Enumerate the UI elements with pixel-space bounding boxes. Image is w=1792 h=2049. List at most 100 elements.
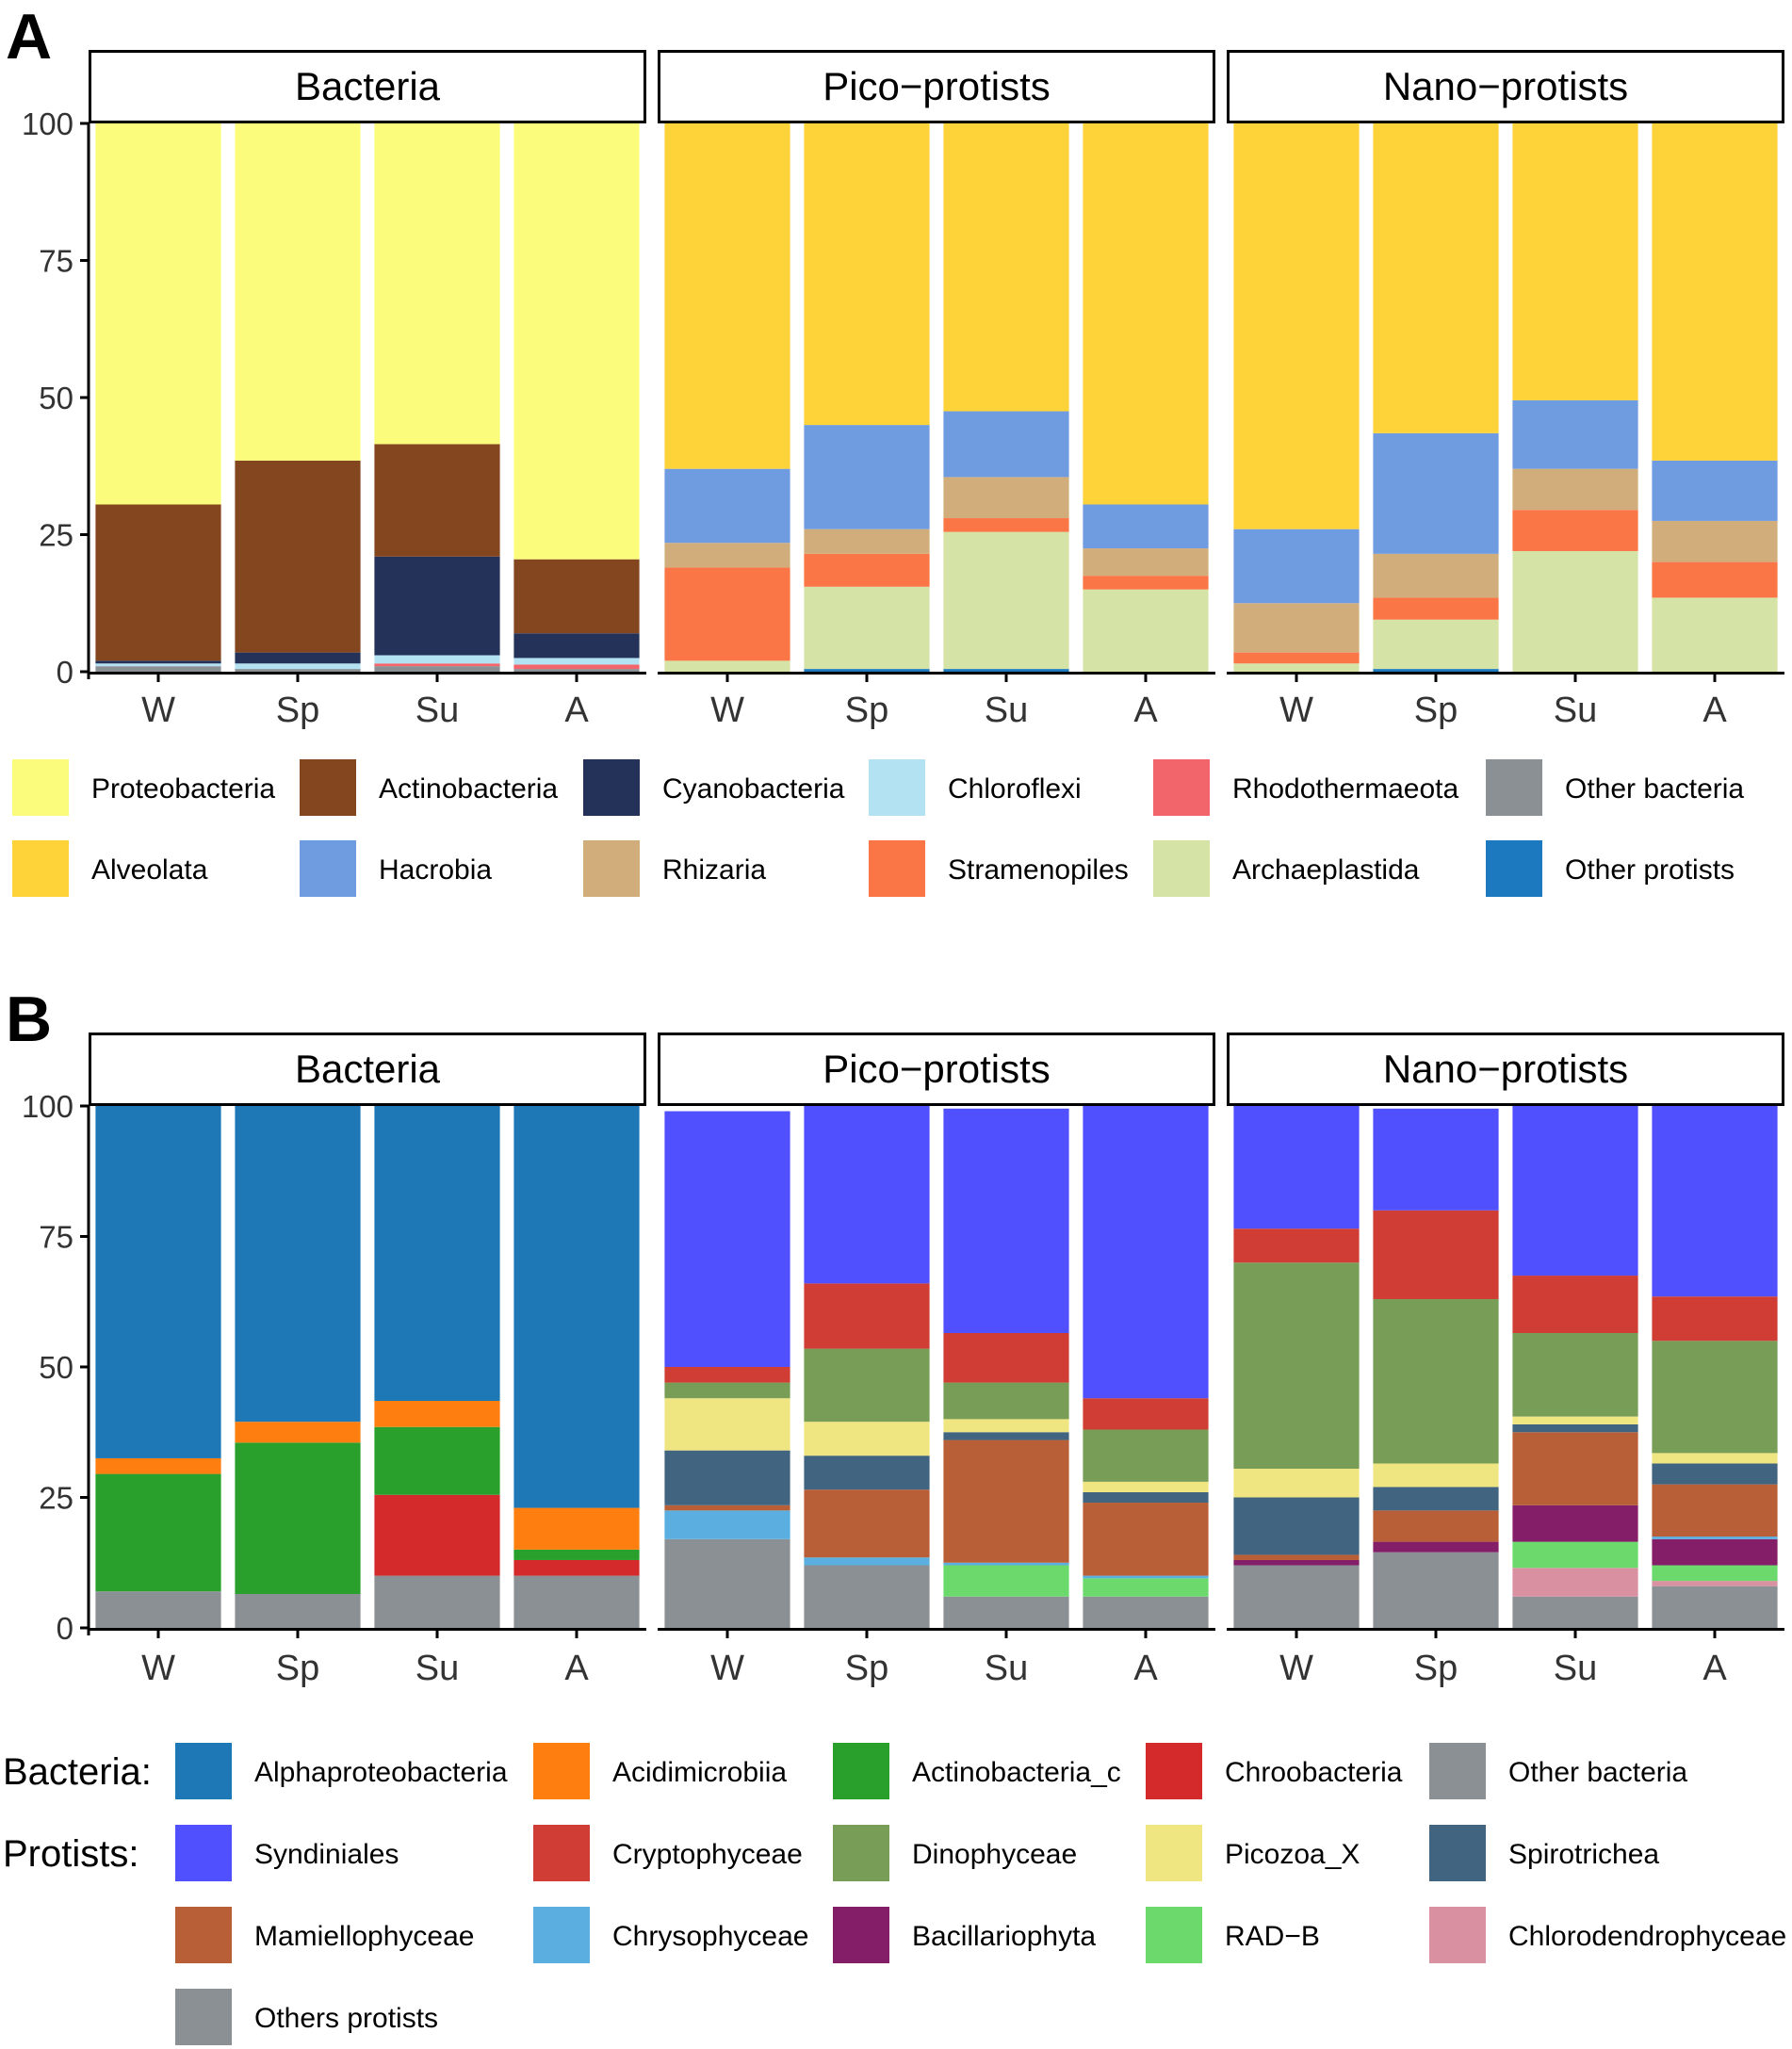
bar-segment-rhizaria-sp bbox=[804, 529, 930, 554]
bar-segment-hacrobia-su bbox=[1512, 399, 1638, 469]
bar-segment-rhizaria-w bbox=[1233, 603, 1360, 653]
bar-segment-other-bacteria-su bbox=[374, 666, 500, 672]
legend-label-archaeplastida: Archaeplastida bbox=[1232, 854, 1420, 886]
bar-segment-chloroflexi-sp bbox=[235, 663, 361, 670]
legend-key-proteobacteria bbox=[12, 759, 69, 816]
bar-segment-mamiellophyceae-w bbox=[664, 1504, 790, 1511]
bar-segment-archaeplastida-su bbox=[943, 531, 1069, 670]
facet-pico-protists: Pico−protists W Sp Su A bbox=[658, 50, 1215, 730]
bar-segment-rad-b-a bbox=[1083, 1578, 1209, 1597]
facet-title: Pico−protists bbox=[823, 1047, 1051, 1091]
bar-segment-others-protists-sp bbox=[1373, 1552, 1499, 1628]
bar-segment-picozoa-x-a bbox=[1083, 1481, 1209, 1492]
bar-segment-alphaproteobacteria-su bbox=[374, 1106, 500, 1402]
legend-label-dinophyceae: Dinophyceae bbox=[912, 1839, 1077, 1870]
legend-key-archaeplastida bbox=[1153, 840, 1210, 897]
bar-segment-dinophyceae-w bbox=[664, 1382, 790, 1399]
bar-segment-rhodothermaeota-a bbox=[513, 664, 640, 670]
legend-label-other-bacteria: Other bacteria bbox=[1565, 773, 1744, 805]
legend-label-bacillariophyta: Bacillariophyta bbox=[912, 1921, 1096, 1952]
bar-segment-syndiniales-sp bbox=[804, 1106, 930, 1284]
legend-b: Bacteria: Protists: Alphaproteobacteria Aci… bbox=[3, 1743, 1786, 2045]
bar-segment-dinophyceae-a bbox=[1652, 1341, 1778, 1454]
bar-segment-rhizaria-su bbox=[1512, 468, 1638, 511]
bar-segment-bacillariophyta-w bbox=[1233, 1559, 1360, 1566]
bar-segment-proteobacteria-sp bbox=[235, 123, 361, 461]
bar-segment-cryptophyceae-w bbox=[1233, 1228, 1360, 1263]
bar-segment-hacrobia-su bbox=[943, 411, 1069, 478]
legend-key-chlorodendrophyceae bbox=[1429, 1907, 1486, 1963]
y-tick-label: 0 bbox=[57, 655, 73, 690]
bar-segment-spirotrichea-w bbox=[1233, 1497, 1360, 1555]
y-tick-label: 25 bbox=[39, 518, 73, 553]
bar-segment-chlorodendrophyceae-su bbox=[1512, 1568, 1638, 1597]
bar-segment-picozoa-x-sp bbox=[804, 1422, 930, 1456]
bar-segment-acidimicrobiia-a bbox=[513, 1507, 640, 1550]
bar-segment-cryptophyceae-w bbox=[664, 1367, 790, 1383]
legend-label-rhodothermaeota: Rhodothermaeota bbox=[1232, 773, 1458, 805]
bar-segment-alphaproteobacteria-a bbox=[513, 1106, 640, 1508]
legend-label-alphaproteobacteria: Alphaproteobacteria bbox=[254, 1757, 508, 1788]
bar-segment-other-protists-sp bbox=[1373, 669, 1499, 672]
bar-segment-proteobacteria-w bbox=[95, 123, 221, 505]
bar-segment-chroobacteria-a bbox=[513, 1559, 640, 1576]
legend-key-other-protists bbox=[1486, 840, 1542, 897]
bar-segment-alveolata-a bbox=[1083, 123, 1209, 505]
legend-label-hacrobia: Hacrobia bbox=[379, 854, 492, 886]
facet-nano-protists: Nano−protists W Sp Su A bbox=[1227, 50, 1784, 730]
legend-key-other-bacteria bbox=[1486, 759, 1542, 816]
bar-segment-other-bacteria-sp bbox=[235, 669, 361, 672]
bar-segment-cyanobacteria-sp bbox=[235, 652, 361, 664]
bar-segment-syndiniales-sp bbox=[1373, 1108, 1499, 1211]
y-tick-label: 50 bbox=[39, 381, 73, 415]
bar-segment-alveolata-w bbox=[1233, 123, 1360, 529]
facet-strip bbox=[658, 50, 1215, 123]
legend-label-other-bacteria: Other bacteria bbox=[1508, 1757, 1687, 1788]
bar-segment-dinophyceae-a bbox=[1083, 1429, 1209, 1482]
legend-key-dinophyceae bbox=[833, 1825, 889, 1881]
legend-label-actinobacteria-c: Actinobacteria_c bbox=[912, 1757, 1121, 1788]
x-tick-label: Sp bbox=[1414, 691, 1458, 730]
legend-label-cryptophyceae: Cryptophyceae bbox=[612, 1839, 803, 1870]
bar-segment-chrysophyceae-sp bbox=[804, 1557, 930, 1566]
panel-b: B 0 25 50 75 100 Bacteria W Sp Su A Pico−protists W S… bbox=[6, 984, 1784, 1688]
bar-segment-alveolata-su bbox=[943, 123, 1069, 412]
bar-segment-mamiellophyceae-a bbox=[1083, 1503, 1209, 1576]
bar-segment-picozoa-x-a bbox=[1652, 1453, 1778, 1464]
bar-segment-others-protists-a bbox=[1083, 1596, 1209, 1628]
legend-label-cyanobacteria: Cyanobacteria bbox=[662, 773, 845, 805]
x-tick-label: Su bbox=[415, 691, 459, 730]
facet-bacteria: Bacteria W Sp Su A bbox=[89, 1033, 646, 1688]
legend-key-rad-b bbox=[1146, 1907, 1202, 1963]
bar-segment-stramenopiles-a bbox=[1083, 576, 1209, 590]
bar-segment-rad-b-a bbox=[1652, 1565, 1778, 1582]
bar-segment-others-protists-sp bbox=[804, 1565, 930, 1628]
bar-segment-cryptophyceae-a bbox=[1083, 1398, 1209, 1430]
x-tick-label: Su bbox=[985, 691, 1028, 730]
bar-segment-stramenopiles-w bbox=[664, 567, 790, 661]
legend-key-cryptophyceae bbox=[533, 1825, 590, 1881]
x-tick-label: A bbox=[1133, 1649, 1158, 1688]
legend-key-mamiellophyceae bbox=[175, 1907, 232, 1963]
bar-segment-hacrobia-w bbox=[664, 468, 790, 544]
bar-segment-hacrobia-sp bbox=[804, 425, 930, 529]
legend-label-chloroflexi: Chloroflexi bbox=[948, 773, 1082, 805]
legend-key-hacrobia bbox=[300, 840, 356, 897]
bar-segment-hacrobia-a bbox=[1652, 460, 1778, 521]
bar-segment-actinobacteria-sp bbox=[235, 460, 361, 653]
bar-segment-cyanobacteria-su bbox=[374, 556, 500, 656]
panel-label: A bbox=[6, 1, 52, 73]
bar-segment-rhizaria-su bbox=[943, 477, 1069, 519]
legend-label-alveolata: Alveolata bbox=[91, 854, 208, 886]
bar-segment-hacrobia-a bbox=[1083, 504, 1209, 549]
bar-segment-archaeplastida-a bbox=[1083, 589, 1209, 672]
x-tick-label: W bbox=[141, 691, 175, 730]
legend-key-actinobacteria-c bbox=[833, 1743, 889, 1799]
bar-segment-actinobacteria-c-w bbox=[95, 1473, 221, 1592]
bar-segment-syndiniales-su bbox=[943, 1108, 1069, 1333]
bar-segment-proteobacteria-su bbox=[374, 123, 500, 445]
bar-segment-cryptophyceae-su bbox=[1512, 1276, 1638, 1333]
bar-segment-dinophyceae-su bbox=[943, 1382, 1069, 1420]
y-tick-label: 75 bbox=[39, 1220, 73, 1255]
bar-segment-dinophyceae-w bbox=[1233, 1262, 1360, 1470]
